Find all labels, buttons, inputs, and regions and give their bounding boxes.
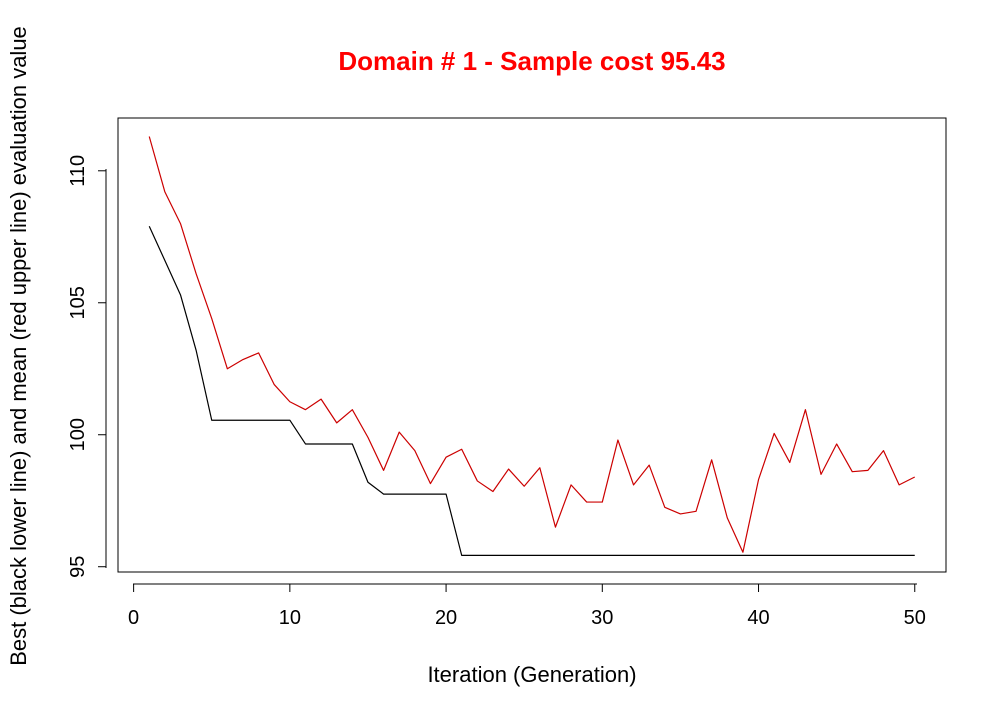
y-tick-label-100: 100 — [67, 418, 89, 451]
chart-title: Domain # 1 - Sample cost 95.43 — [338, 46, 725, 76]
x-tick-label-20: 20 — [435, 607, 457, 629]
best-series-line — [148, 225, 915, 556]
x-tick-label-40: 40 — [747, 607, 769, 629]
mean-series-line — [148, 136, 916, 553]
y-axis: 95 100 105 110 — [67, 155, 107, 578]
y-tick-label-95: 95 — [67, 556, 89, 578]
y-tick-label-105: 105 — [67, 286, 89, 319]
x-tick-label-30: 30 — [591, 607, 613, 629]
x-tick-label-0: 0 — [128, 607, 139, 629]
x-tick-label-50: 50 — [904, 607, 926, 629]
x-tick-label-10: 10 — [279, 607, 301, 629]
x-axis: 0 10 20 30 40 50 — [128, 583, 926, 629]
y-tick-label-110: 110 — [67, 155, 89, 187]
y-axis-label: Best (black lower line) and mean (red up… — [6, 26, 31, 666]
plot-frame — [117, 117, 947, 573]
x-axis-label: Iteration (Generation) — [427, 662, 636, 687]
series-layer — [148, 136, 916, 556]
